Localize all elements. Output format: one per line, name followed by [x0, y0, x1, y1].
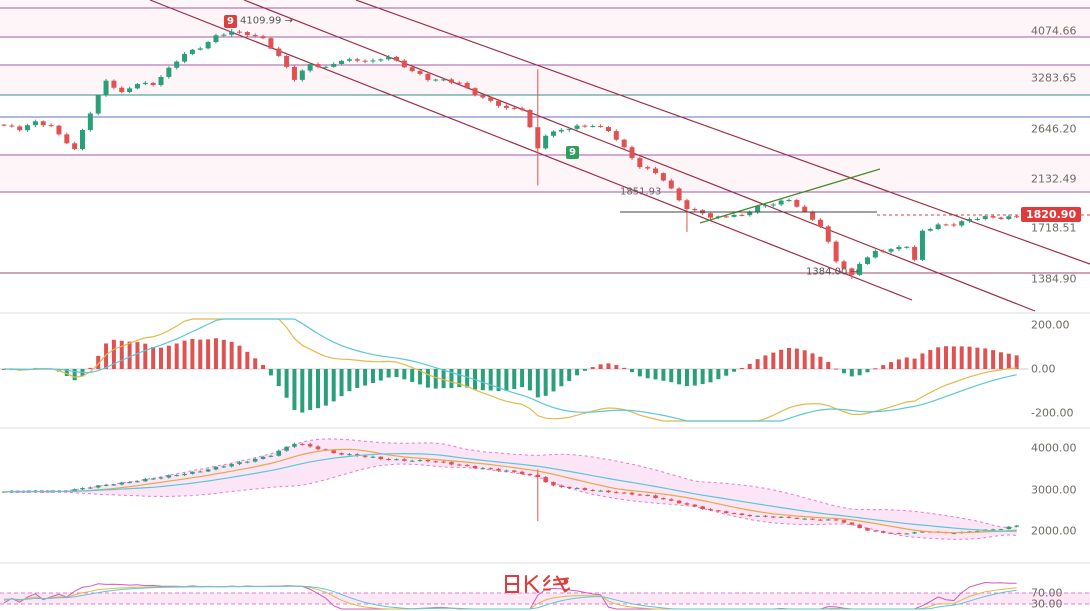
last-price-badge: 1820.90 — [1021, 207, 1082, 222]
level-price-annotation: 1851.93 — [620, 186, 662, 198]
td-sequential-buy-marker: 9 — [566, 146, 579, 159]
kline-title-glyphs — [505, 575, 570, 593]
low-price-annotation: 1384.00 → — [806, 266, 859, 278]
high-price-annotation: 4109.99 → — [240, 15, 293, 27]
daily-kline-title: 日K线 — [504, 574, 572, 599]
td-sequential-sell-marker: 9 — [224, 15, 237, 28]
